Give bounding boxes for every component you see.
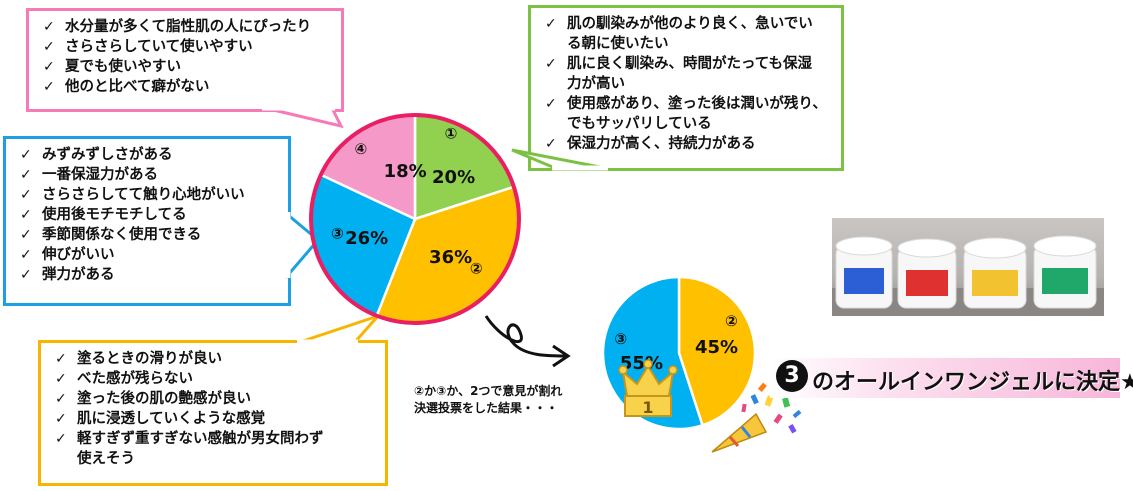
jar xyxy=(835,236,893,309)
runoff-note: ②か③か、2つで意見が割れ 決選投票をした結果・・・ xyxy=(414,384,563,415)
party-popper-icon xyxy=(711,382,802,453)
comment-box-4: ✓ 水分量が多くて脂性肌の人にぴったり ✓ さらさらしていて使いやすい ✓ 夏でも使い… xyxy=(26,8,344,112)
comment-item: ✓ べた感が残らない xyxy=(55,371,193,387)
check-icon: ✓ xyxy=(20,227,32,243)
callout-pointer-1 xyxy=(511,148,606,170)
decision-number-badge: 3 xyxy=(776,360,808,392)
slice-value-label: 18% xyxy=(384,161,427,182)
product-photo xyxy=(832,218,1104,316)
check-icon: ✓ xyxy=(20,147,32,163)
slice-marker: ③ xyxy=(614,330,627,348)
check-icon: ✓ xyxy=(545,136,557,152)
comment-item: ✓ 肌の馴染みが他のより良く、急いでい る朝に使いたい xyxy=(545,16,813,52)
slice-value-label: 20% xyxy=(432,167,475,188)
comment-list-2: ✓ 塗るときの滑りが良い ✓ べた感が残らない ✓ 塗った後の肌の艶感が良い ✓ 肌に浸… xyxy=(55,349,375,469)
decision-text: のオールインワンジェルに決定★ xyxy=(812,370,1133,395)
crown-icon xyxy=(618,359,678,417)
check-icon: ✓ xyxy=(20,247,32,263)
comment-item: ✓ 使用後モチモチしてる xyxy=(20,207,187,223)
check-icon: ✓ xyxy=(545,96,557,112)
check-icon: ✓ xyxy=(20,187,32,203)
comment-item: ✓ 肌に浸透していくような感覚 xyxy=(55,411,266,427)
comment-item: ✓ 水分量が多くて脂性肌の人にぴったり xyxy=(43,19,312,35)
comment-item: ✓ 塗るときの滑りが良い xyxy=(55,351,222,367)
check-icon: ✓ xyxy=(43,39,55,55)
check-icon: ✓ xyxy=(20,167,32,183)
pie-border xyxy=(309,113,521,325)
check-icon: ✓ xyxy=(20,267,32,283)
pie-chart-main: ① 20% ②36% ③ 26% ④ 18% xyxy=(309,113,521,325)
comment-item: ✓ 保湿力が高く、持続力がある xyxy=(545,136,756,152)
product-jars-image xyxy=(832,235,1104,316)
comment-item: ✓ 夏でも使いやすい xyxy=(43,59,181,75)
check-icon: ✓ xyxy=(545,16,557,32)
jar xyxy=(897,238,957,309)
comment-item: ✓ 塗った後の肌の艶感が良い xyxy=(55,391,251,407)
comment-list-4: ✓ 水分量が多くて脂性肌の人にぴったり ✓ さらさらしていて使いやすい ✓ 夏でも使い… xyxy=(43,17,331,97)
comment-item: ✓ 肌に良く馴染み、時間がたっても保湿 力が高い xyxy=(545,56,813,92)
comment-item: ✓ 季節関係なく使用できる xyxy=(20,227,202,243)
callout-pointer-2 xyxy=(299,312,383,344)
callout-pointer-4 xyxy=(264,106,344,129)
slice-value-label: 36% xyxy=(429,247,472,268)
arrow-head xyxy=(552,344,571,368)
check-icon: ✓ xyxy=(55,351,67,367)
slice-marker: ③ xyxy=(331,225,344,243)
comment-item: ✓ みずみずしさがある xyxy=(20,147,173,163)
comment-item: ✓ さらさらしていて使いやすい xyxy=(43,39,253,55)
comment-item: ✓ さらさらしてて触り心地がいい xyxy=(20,187,245,203)
comment-list-1: ✓ 肌の馴染みが他のより良く、急いでい る朝に使いたい ✓ 肌に良く馴染み、時間がたっ… xyxy=(545,14,831,154)
slice-marker: ② xyxy=(725,312,738,330)
comment-item: ✓ 使用感があり、塗った後は潤いが残り、 でもサッパリしている xyxy=(545,96,827,132)
pie-slice xyxy=(677,275,757,427)
check-icon: ✓ xyxy=(55,371,67,387)
slice-value-label: 55% xyxy=(620,353,663,374)
curly-arrow xyxy=(484,315,567,358)
check-icon: ✓ xyxy=(545,56,557,72)
check-icon: ✓ xyxy=(43,19,55,35)
jar xyxy=(1033,235,1097,309)
slice-marker: ① xyxy=(445,124,458,142)
decision-banner: 3 のオールインワンジェルに決定★ xyxy=(770,358,1133,398)
slice-marker: ④ xyxy=(355,140,368,158)
comment-item: ✓ 一番保湿力がある xyxy=(20,167,158,183)
comment-item: ✓ 伸びがいい xyxy=(20,247,115,263)
check-icon: ✓ xyxy=(43,79,55,95)
comment-list-3: ✓ みずみずしさがある ✓ 一番保湿力がある ✓ さらさらしてて触り心地がいい ✓ 使用… xyxy=(20,145,278,285)
comment-item: ✓ 他のと比べて癖がない xyxy=(43,79,210,95)
crown-label: 1 xyxy=(642,398,653,417)
comment-item: ✓ 軽すぎず重すぎない感触が男女問わず 使えそう xyxy=(55,431,324,467)
slice-marker: ② xyxy=(470,260,483,278)
comment-item: ✓ 弾力がある xyxy=(20,267,115,283)
check-icon: ✓ xyxy=(55,431,67,447)
check-icon: ✓ xyxy=(20,207,32,223)
check-icon: ✓ xyxy=(55,391,67,407)
comment-box-1: ✓ 肌の馴染みが他のより良く、急いでい る朝に使いたい ✓ 肌に良く馴染み、時間がたっ… xyxy=(528,5,844,171)
comment-box-3: ✓ みずみずしさがある ✓ 一番保湿力がある ✓ さらさらしてて触り心地がいい ✓ 使用… xyxy=(3,136,291,306)
check-icon: ✓ xyxy=(55,411,67,427)
slice-value-label: 26% xyxy=(345,228,388,249)
slice-value-label: 45% xyxy=(695,337,738,358)
comment-box-2: ✓ 塗るときの滑りが良い ✓ べた感が残らない ✓ 塗った後の肌の艶感が良い ✓ 肌に浸… xyxy=(38,340,388,486)
jar xyxy=(963,237,1027,309)
check-icon: ✓ xyxy=(43,59,55,75)
